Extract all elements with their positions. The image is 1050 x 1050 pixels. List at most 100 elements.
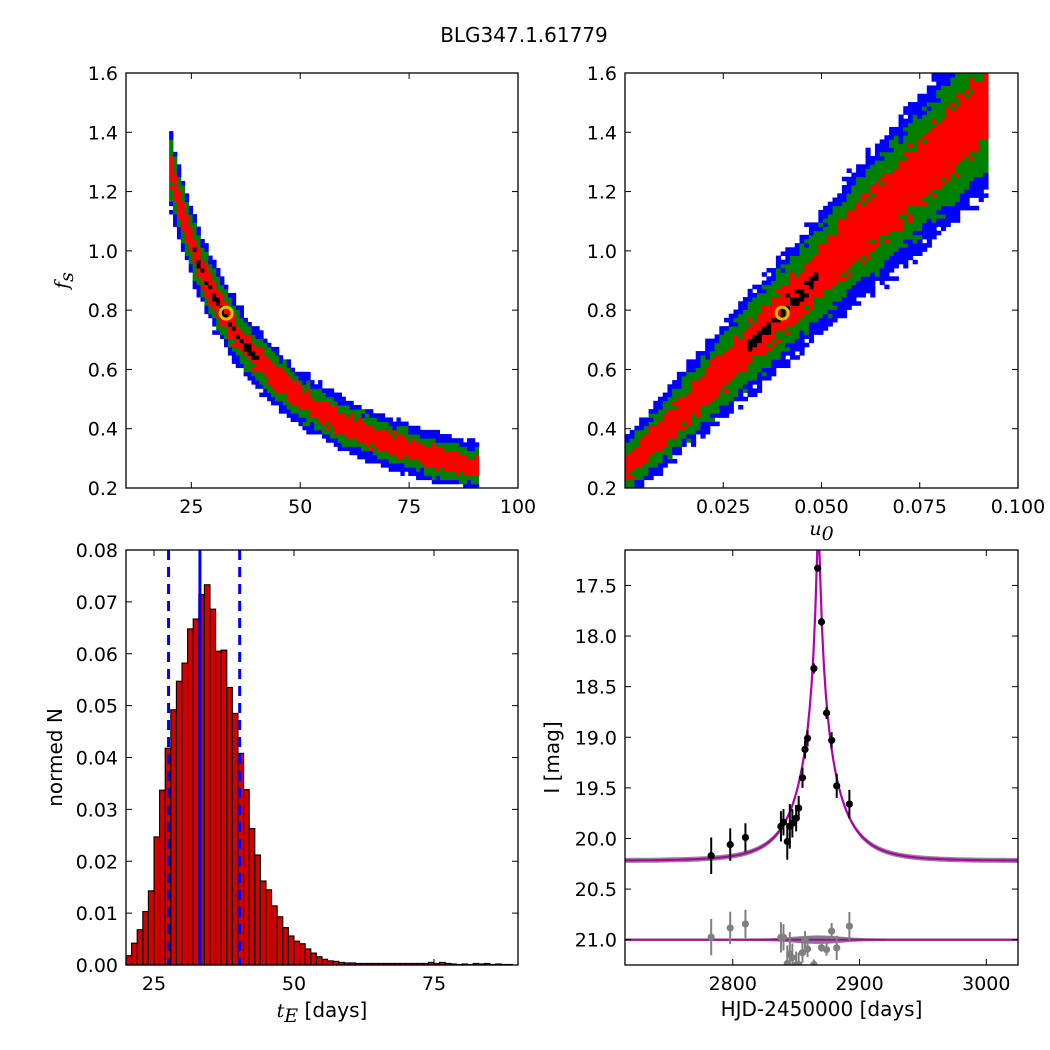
density-cell-mid bbox=[180, 230, 186, 236]
density-cell-inner bbox=[451, 458, 456, 464]
density-cell-outer bbox=[860, 276, 866, 281]
residual-point bbox=[707, 933, 715, 941]
density-cell-mid bbox=[648, 454, 654, 460]
density-cell-mid bbox=[879, 151, 885, 157]
density-cell-inner bbox=[766, 317, 772, 323]
density-cell-mid bbox=[922, 214, 928, 219]
density-cell-mid bbox=[318, 425, 323, 431]
density-cell-inner bbox=[719, 363, 725, 369]
density-cell-inner bbox=[365, 442, 370, 447]
density-cell-inner bbox=[306, 405, 311, 410]
density-cell-outer bbox=[757, 388, 763, 393]
density-cell-inner bbox=[738, 351, 744, 356]
density-cell-inner bbox=[775, 338, 782, 344]
density-cell-mid bbox=[306, 409, 311, 414]
density-cell-outer bbox=[780, 359, 786, 364]
density-cell-inner bbox=[738, 359, 744, 364]
density-cell-inner bbox=[856, 209, 862, 215]
density-cell-outer bbox=[420, 471, 425, 476]
density-cell-inner bbox=[667, 421, 673, 427]
density-cell-outer bbox=[365, 450, 370, 456]
density-cell-mid bbox=[959, 180, 965, 186]
density-cell-outer bbox=[431, 434, 437, 439]
density-cell-inner bbox=[738, 342, 744, 348]
density-cell-inner bbox=[865, 226, 871, 232]
density-cell-core bbox=[255, 355, 260, 360]
density-cell-mid bbox=[302, 384, 307, 389]
density-cell-inner bbox=[733, 338, 739, 344]
density-cell-mid bbox=[893, 164, 899, 169]
density-cell-outer bbox=[780, 355, 786, 360]
density-cell-mid bbox=[964, 176, 970, 182]
density-cell-mid bbox=[188, 251, 194, 256]
x-tick-label: 2800 bbox=[709, 973, 757, 995]
density-cell-mid bbox=[695, 425, 701, 431]
density-cell-outer bbox=[898, 114, 904, 120]
density-cell-mid bbox=[676, 442, 682, 447]
density-cell-mid bbox=[832, 209, 838, 215]
density-cell-inner bbox=[392, 438, 397, 443]
density-cell-outer bbox=[341, 446, 346, 452]
density-cell-inner bbox=[724, 363, 730, 369]
density-cell-outer bbox=[672, 450, 678, 456]
density-cell-inner bbox=[808, 259, 815, 265]
density-cell-outer bbox=[757, 288, 763, 294]
density-cell-mid bbox=[672, 442, 678, 447]
density-cell-inner bbox=[874, 239, 881, 244]
density-cell-mid bbox=[818, 239, 824, 244]
density-cell-inner bbox=[780, 322, 786, 327]
density-cell-mid bbox=[856, 268, 862, 273]
density-cell-inner bbox=[823, 259, 829, 265]
density-cell-inner bbox=[912, 193, 918, 198]
density-cell-mid bbox=[775, 351, 782, 356]
density-cell-outer bbox=[757, 371, 763, 377]
density-cells bbox=[169, 131, 480, 489]
density-cell-mid bbox=[813, 305, 819, 310]
density-cell-inner bbox=[973, 143, 980, 149]
density-cell-mid bbox=[917, 131, 923, 136]
density-cell-inner bbox=[435, 454, 440, 460]
density-cell-outer bbox=[420, 429, 425, 435]
density-cell-inner bbox=[964, 114, 970, 120]
density-cell-mid bbox=[239, 326, 244, 331]
density-cell-mid bbox=[380, 421, 386, 427]
density-cell-mid bbox=[719, 388, 725, 393]
density-cell-mid bbox=[255, 375, 260, 381]
density-cell-outer bbox=[903, 251, 909, 256]
density-cell-inner bbox=[794, 280, 800, 286]
density-cell-mid bbox=[169, 151, 174, 157]
density-cell-inner bbox=[969, 77, 975, 82]
density-cell-inner bbox=[893, 193, 899, 198]
density-cell-mid bbox=[286, 371, 292, 377]
density-cell-mid bbox=[879, 263, 885, 269]
density-cell-outer bbox=[922, 226, 928, 232]
density-cell-inner bbox=[267, 375, 272, 381]
density-cell-inner bbox=[771, 313, 777, 319]
density-cell-mid bbox=[936, 193, 942, 198]
density-cell-inner bbox=[955, 139, 961, 144]
density-cell-inner bbox=[950, 114, 956, 120]
density-cell-outer bbox=[898, 251, 904, 256]
density-cell-inner bbox=[973, 139, 980, 144]
density-cell-outer bbox=[686, 367, 692, 373]
density-cell-inner bbox=[648, 450, 654, 456]
density-cell-mid bbox=[648, 413, 654, 418]
density-cell-outer bbox=[870, 288, 876, 294]
density-cell-outer bbox=[818, 209, 824, 215]
density-cell-inner bbox=[874, 197, 881, 203]
density-cell-mid bbox=[329, 434, 335, 439]
density-cell-inner bbox=[676, 421, 682, 427]
density-cell-inner bbox=[907, 214, 914, 219]
density-cell-mid bbox=[780, 272, 786, 277]
density-cell-inner bbox=[761, 342, 767, 348]
density-cell-outer bbox=[384, 417, 390, 422]
density-cell-inner bbox=[808, 292, 815, 298]
density-cell-inner bbox=[874, 230, 881, 236]
density-cell-mid bbox=[282, 367, 288, 373]
density-cell-inner bbox=[463, 471, 468, 476]
density-cell-inner bbox=[676, 425, 682, 431]
density-cell-outer bbox=[672, 446, 678, 452]
density-cell-inner bbox=[455, 471, 460, 476]
density-cell-inner bbox=[376, 438, 382, 443]
density-cell-mid bbox=[983, 168, 989, 173]
